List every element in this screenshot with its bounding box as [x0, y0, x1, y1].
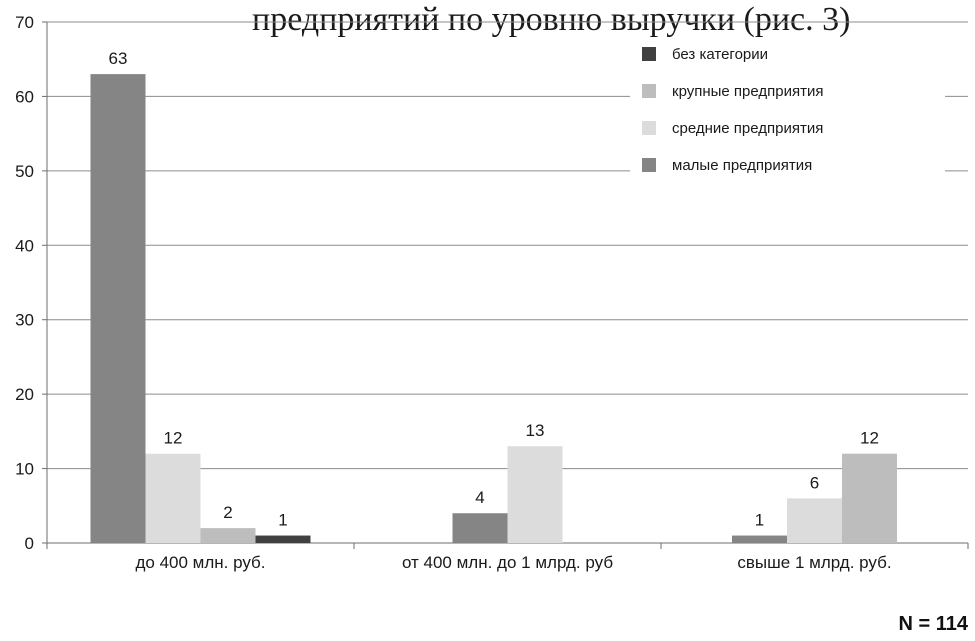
legend-label: малые предприятия	[672, 157, 812, 174]
legend-swatch	[642, 158, 656, 172]
data-label: 4	[475, 488, 484, 507]
bar	[255, 535, 311, 543]
legend-swatch	[642, 121, 656, 135]
data-label: 63	[109, 49, 128, 68]
data-label: 12	[860, 429, 879, 448]
bar	[200, 528, 256, 543]
y-tick-label: 0	[25, 534, 34, 553]
legend-swatch	[642, 84, 656, 98]
data-label: 13	[526, 421, 545, 440]
legend-swatch	[642, 47, 656, 61]
legend-label: средние предприятия	[672, 120, 823, 137]
category-label: от 400 млн. до 1 млрд. руб	[402, 553, 613, 572]
bar	[452, 513, 508, 543]
y-tick-label: 70	[15, 13, 34, 32]
y-tick-label: 10	[15, 460, 34, 479]
data-label: 12	[164, 429, 183, 448]
y-tick-label: 20	[15, 385, 34, 404]
bar	[90, 74, 146, 543]
category-label: до 400 млн. руб.	[135, 553, 265, 572]
bar	[145, 453, 201, 543]
legend-label: без категории	[672, 46, 768, 63]
header-fragment: предприятий по уровню выручки (рис. 3)	[252, 1, 850, 38]
bar	[787, 498, 842, 543]
gridlines	[47, 21, 968, 470]
bars	[90, 74, 897, 543]
data-labels: 63 12 2 1 4 13 1 6 12	[109, 49, 879, 529]
category-label: свыше 1 млрд. руб.	[737, 553, 891, 572]
legend-background	[630, 38, 945, 192]
bar	[507, 446, 563, 543]
legend: без категории крупные предприятия средние …	[630, 38, 945, 192]
bar	[842, 453, 897, 543]
legend-label: крупные предприятия	[672, 83, 824, 100]
data-label: 2	[223, 503, 232, 522]
y-tick-label: 60	[15, 87, 34, 106]
y-tick-label: 50	[15, 162, 34, 181]
data-label: 1	[278, 511, 287, 530]
data-label: 6	[810, 473, 819, 492]
y-tick-label: 40	[15, 236, 34, 255]
sample-size-note: N = 114	[898, 613, 968, 635]
bar	[732, 535, 787, 543]
y-tick-label: 30	[15, 311, 34, 330]
data-label: 1	[755, 511, 764, 530]
